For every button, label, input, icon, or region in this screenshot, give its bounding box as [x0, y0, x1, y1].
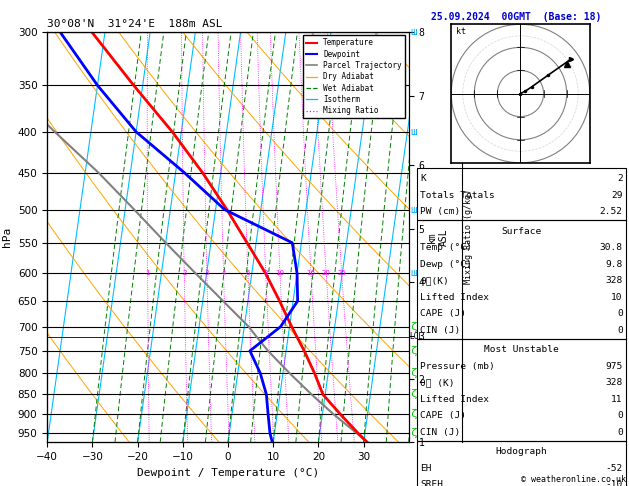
- Text: ζ: ζ: [411, 346, 417, 356]
- Text: kt: kt: [456, 27, 466, 35]
- Text: 10: 10: [276, 270, 284, 276]
- Text: 4: 4: [221, 270, 226, 276]
- Text: EH: EH: [420, 464, 431, 473]
- Text: Pressure (mb): Pressure (mb): [420, 362, 495, 371]
- Text: 328: 328: [606, 378, 623, 387]
- Text: ζ: ζ: [411, 389, 417, 399]
- Text: CIN (J): CIN (J): [420, 326, 460, 335]
- Text: 2: 2: [617, 174, 623, 183]
- Text: Temp (°C): Temp (°C): [420, 243, 472, 252]
- Text: 29: 29: [611, 191, 623, 200]
- Legend: Temperature, Dewpoint, Parcel Trajectory, Dry Adiabat, Wet Adiabat, Isotherm, Mi: Temperature, Dewpoint, Parcel Trajectory…: [303, 35, 405, 118]
- Text: K: K: [420, 174, 426, 183]
- Text: 3: 3: [204, 270, 209, 276]
- Text: 9.8: 9.8: [606, 260, 623, 269]
- Text: 0: 0: [617, 326, 623, 335]
- Text: 10: 10: [611, 293, 623, 302]
- Text: Lifted Index: Lifted Index: [420, 293, 489, 302]
- Y-axis label: Mixing Ratio (g/kg): Mixing Ratio (g/kg): [464, 190, 474, 284]
- Text: 2.52: 2.52: [599, 207, 623, 216]
- Y-axis label: hPa: hPa: [2, 227, 12, 247]
- Text: © weatheronline.co.uk: © weatheronline.co.uk: [521, 474, 626, 484]
- Text: 0: 0: [617, 309, 623, 318]
- Text: Totals Totals: Totals Totals: [420, 191, 495, 200]
- Text: -52: -52: [606, 464, 623, 473]
- Text: CAPE (J): CAPE (J): [420, 411, 466, 420]
- Text: 25.09.2024  00GMT  (Base: 18): 25.09.2024 00GMT (Base: 18): [431, 12, 601, 22]
- Text: Most Unstable: Most Unstable: [484, 345, 559, 354]
- Y-axis label: km
ASL: km ASL: [427, 228, 449, 246]
- Text: ш: ш: [411, 127, 417, 137]
- Text: θᴇ(K): θᴇ(K): [420, 276, 449, 285]
- Text: 1: 1: [145, 270, 150, 276]
- X-axis label: Dewpoint / Temperature (°C): Dewpoint / Temperature (°C): [137, 468, 319, 478]
- Text: Dewp (°C): Dewp (°C): [420, 260, 472, 269]
- Text: 30°08'N  31°24'E  188m ASL: 30°08'N 31°24'E 188m ASL: [47, 19, 223, 30]
- Text: ш: ш: [411, 205, 417, 215]
- Text: ζ: ζ: [411, 409, 417, 419]
- Text: Lifted Index: Lifted Index: [420, 395, 489, 404]
- Text: CIN (J): CIN (J): [420, 428, 460, 437]
- Text: θᴇ (K): θᴇ (K): [420, 378, 455, 387]
- Text: 11: 11: [611, 395, 623, 404]
- Text: Hodograph: Hodograph: [496, 447, 547, 456]
- Text: -10: -10: [606, 480, 623, 486]
- Text: 20: 20: [322, 270, 331, 276]
- Text: 0: 0: [617, 428, 623, 437]
- Text: 0: 0: [617, 411, 623, 420]
- Text: 975: 975: [606, 362, 623, 371]
- Text: 2: 2: [182, 270, 186, 276]
- Text: 30.8: 30.8: [599, 243, 623, 252]
- Text: LCL: LCL: [409, 332, 423, 341]
- Text: ш: ш: [411, 268, 417, 278]
- Text: ζ: ζ: [411, 322, 417, 332]
- Text: ζ: ζ: [411, 428, 417, 438]
- Text: SREH: SREH: [420, 480, 443, 486]
- Text: 25: 25: [337, 270, 346, 276]
- Text: ш: ш: [411, 27, 417, 36]
- Text: 328: 328: [606, 276, 623, 285]
- Text: 6: 6: [245, 270, 250, 276]
- Text: 16: 16: [306, 270, 316, 276]
- Text: CAPE (J): CAPE (J): [420, 309, 466, 318]
- Text: PW (cm): PW (cm): [420, 207, 460, 216]
- Text: Surface: Surface: [501, 226, 542, 236]
- Text: 8: 8: [264, 270, 268, 276]
- Text: ζ: ζ: [411, 368, 417, 378]
